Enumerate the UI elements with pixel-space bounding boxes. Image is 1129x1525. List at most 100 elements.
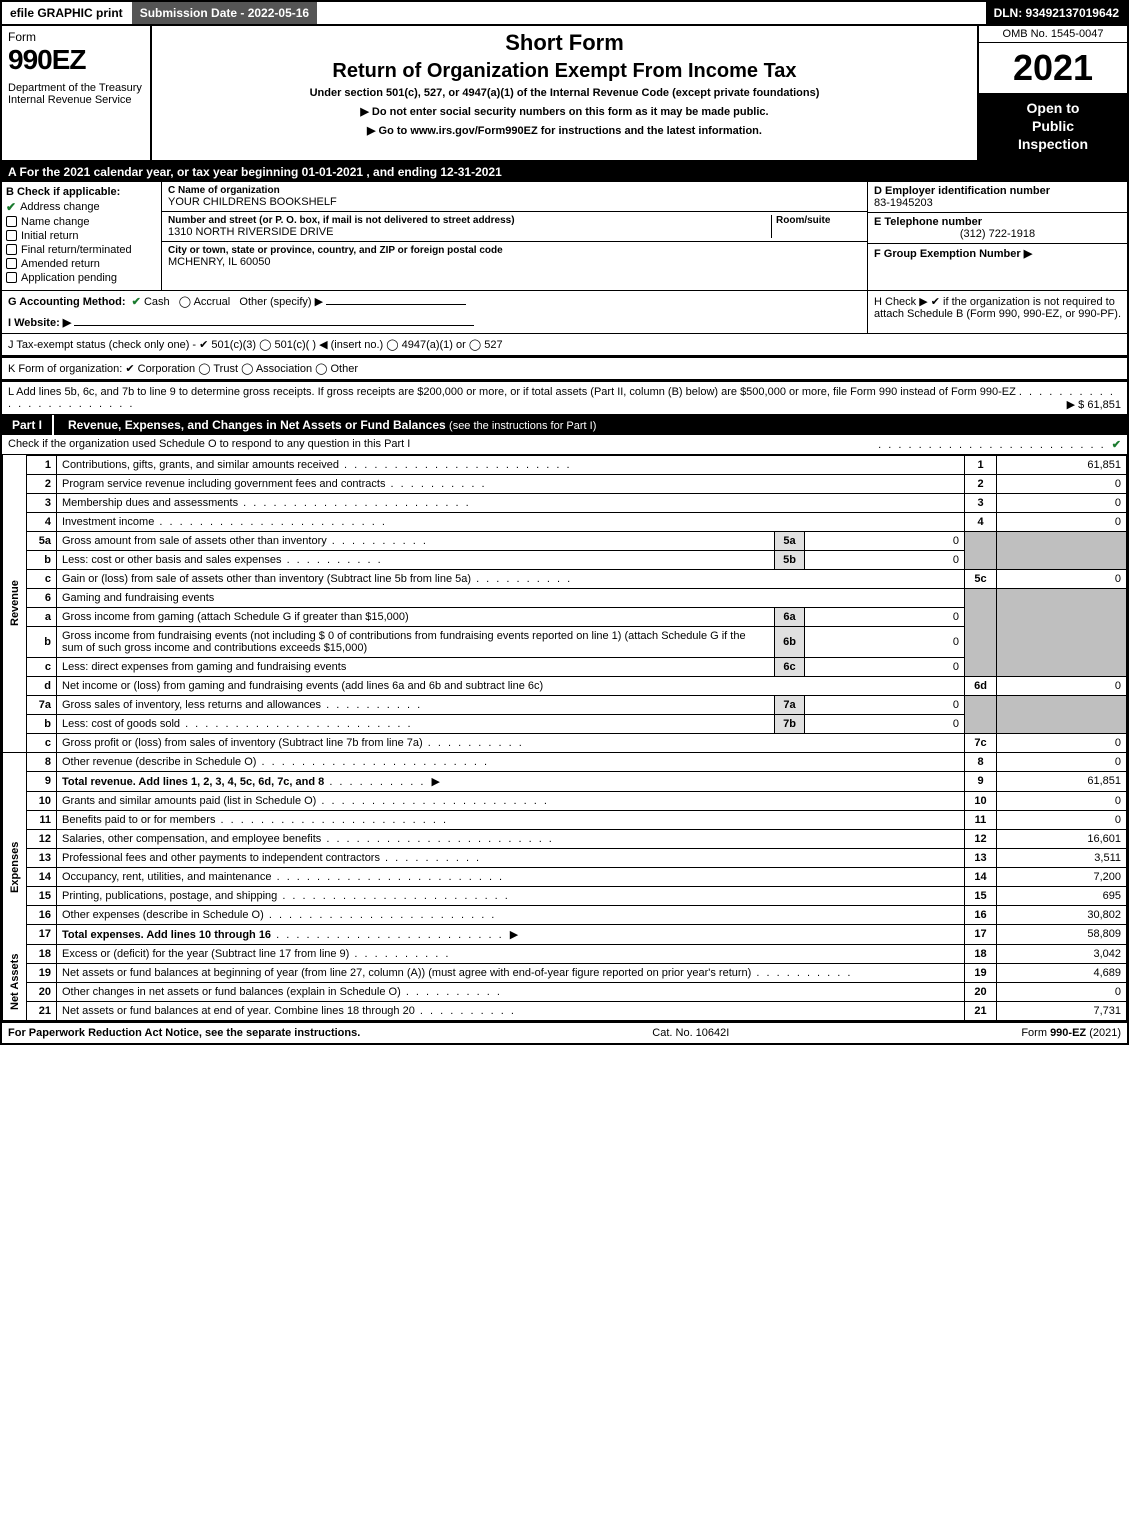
table-row: 12 Salaries, other compensation, and emp… [3,829,1127,848]
amount: 4,689 [997,963,1127,982]
line-num: c [27,569,57,588]
col-num: 20 [965,982,997,1001]
netassets-vert-label: Net Assets [3,944,27,1020]
amount: 0 [997,752,1127,771]
amount: 0 [997,569,1127,588]
f-group-row: F Group Exemption Number ▶ [868,244,1127,290]
open-line3: Inspection [983,135,1123,153]
amount: 7,200 [997,867,1127,886]
line-k: K Form of organization: ✔ Corporation ◯ … [2,356,1127,380]
col-num: 1 [965,455,997,474]
col-def: D Employer identification number 83-1945… [867,182,1127,290]
room-label: Room/suite [776,215,861,226]
line-text: Total revenue. Add lines 1, 2, 3, 4, 5c,… [57,771,965,791]
table-row: 2 Program service revenue including gove… [3,474,1127,493]
line-num: d [27,676,57,695]
efile-print-label[interactable]: efile GRAPHIC print [2,2,132,24]
table-row: 9 Total revenue. Add lines 1, 2, 3, 4, 5… [3,771,1127,791]
part-i-check-text: Check if the organization used Schedule … [8,438,410,450]
line-num: 14 [27,867,57,886]
chk-name-change[interactable]: Name change [6,216,157,228]
omb-number: OMB No. 1545-0047 [979,26,1127,43]
chk-amended-return[interactable]: Amended return [6,258,157,270]
line-text: Other expenses (describe in Schedule O) [57,905,965,924]
addr-label: Number and street (or P. O. box, if mail… [168,215,771,226]
line-i: I Website: ▶ [8,317,71,329]
line-text: Other revenue (describe in Schedule O) [57,752,965,771]
top-bar: efile GRAPHIC print Submission Date - 20… [2,2,1127,26]
g-label: G Accounting Method: [8,296,126,308]
line-num: 17 [27,924,57,944]
col-num: 8 [965,752,997,771]
line-num: 6 [27,588,57,607]
submission-date: Submission Date - 2022-05-16 [132,2,318,24]
short-form-title: Short Form [160,30,969,56]
l-text: L Add lines 5b, 6c, and 7b to line 9 to … [8,386,1016,398]
sub-amount: 0 [805,714,965,733]
line-a: A For the 2021 calendar year, or tax yea… [2,162,1127,182]
line-num: 5a [27,531,57,550]
table-row: 6 Gaming and fundraising events [3,588,1127,607]
line-text: Contributions, gifts, grants, and simila… [57,455,965,474]
ein-value: 83-1945203 [874,197,1121,209]
e-phone-row: E Telephone number (312) 722-1918 [868,213,1127,244]
part-title: Revenue, Expenses, and Changes in Net As… [62,415,1127,435]
line-num: 9 [27,771,57,791]
line-text: Net income or (loss) from gaming and fun… [57,676,965,695]
chk-label: Amended return [21,258,100,270]
blank-cell [3,752,27,791]
footer-right: Form 990-EZ (2021) [1021,1027,1121,1039]
header-right: OMB No. 1545-0047 2021 Open to Public In… [977,26,1127,160]
sub-amount: 0 [805,531,965,550]
table-row: b Gross income from fundraising events (… [3,626,1127,657]
table-row: 20 Other changes in net assets or fund b… [3,982,1127,1001]
line-num: 3 [27,493,57,512]
line-text: Excess or (deficit) for the year (Subtra… [57,944,965,963]
amount: 7,731 [997,1001,1127,1020]
chk-initial-return[interactable]: Initial return [6,230,157,242]
instr-nossn: ▶ Do not enter social security numbers o… [160,105,969,118]
line-text: Net assets or fund balances at beginning… [57,963,965,982]
table-row: 19 Net assets or fund balances at beginn… [3,963,1127,982]
line-num: 11 [27,810,57,829]
line-num: b [27,714,57,733]
checkbox-icon [6,258,17,269]
col-num: 14 [965,867,997,886]
revenue-vert-label: Revenue [3,455,27,752]
line-num: 8 [27,752,57,771]
col-c-org-info: C Name of organization YOUR CHILDRENS BO… [162,182,867,290]
line-num: 15 [27,886,57,905]
b-title: B Check if applicable: [6,186,157,198]
amount: 0 [997,733,1127,752]
line-num: b [27,626,57,657]
table-row: 5a Gross amount from sale of assets othe… [3,531,1127,550]
chk-final-return[interactable]: Final return/terminated [6,244,157,256]
col-num: 6d [965,676,997,695]
line-num: 13 [27,848,57,867]
open-line1: Open to [983,99,1123,117]
col-num: 3 [965,493,997,512]
table-row: Expenses 10 Grants and similar amounts p… [3,791,1127,810]
line-num: 18 [27,944,57,963]
website-blank[interactable] [74,325,474,326]
line-j: J Tax-exempt status (check only one) - ✔… [2,334,1127,356]
g-other-blank[interactable] [326,304,466,305]
line-l: L Add lines 5b, 6c, and 7b to line 9 to … [2,380,1127,415]
col-num: 7c [965,733,997,752]
checkbox-icon [6,272,17,283]
amount: 0 [997,474,1127,493]
c-name-row: C Name of organization YOUR CHILDRENS BO… [162,182,867,212]
line-text: Net assets or fund balances at end of ye… [57,1001,965,1020]
chk-application-pending[interactable]: Application pending [6,272,157,284]
shaded-cell [997,531,1127,569]
line-text: Gaming and fundraising events [57,588,965,607]
check-icon [6,200,16,214]
chk-address-change[interactable]: Address change [6,200,157,214]
line-h: H Check ▶ ✔ if the organization is not r… [867,291,1127,333]
line-text: Program service revenue including govern… [57,474,965,493]
amount: 0 [997,982,1127,1001]
table-row: 21 Net assets or fund balances at end of… [3,1001,1127,1020]
line-num: 12 [27,829,57,848]
table-row: c Gain or (loss) from sale of assets oth… [3,569,1127,588]
line-text: Gross income from fundraising events (no… [57,626,775,657]
